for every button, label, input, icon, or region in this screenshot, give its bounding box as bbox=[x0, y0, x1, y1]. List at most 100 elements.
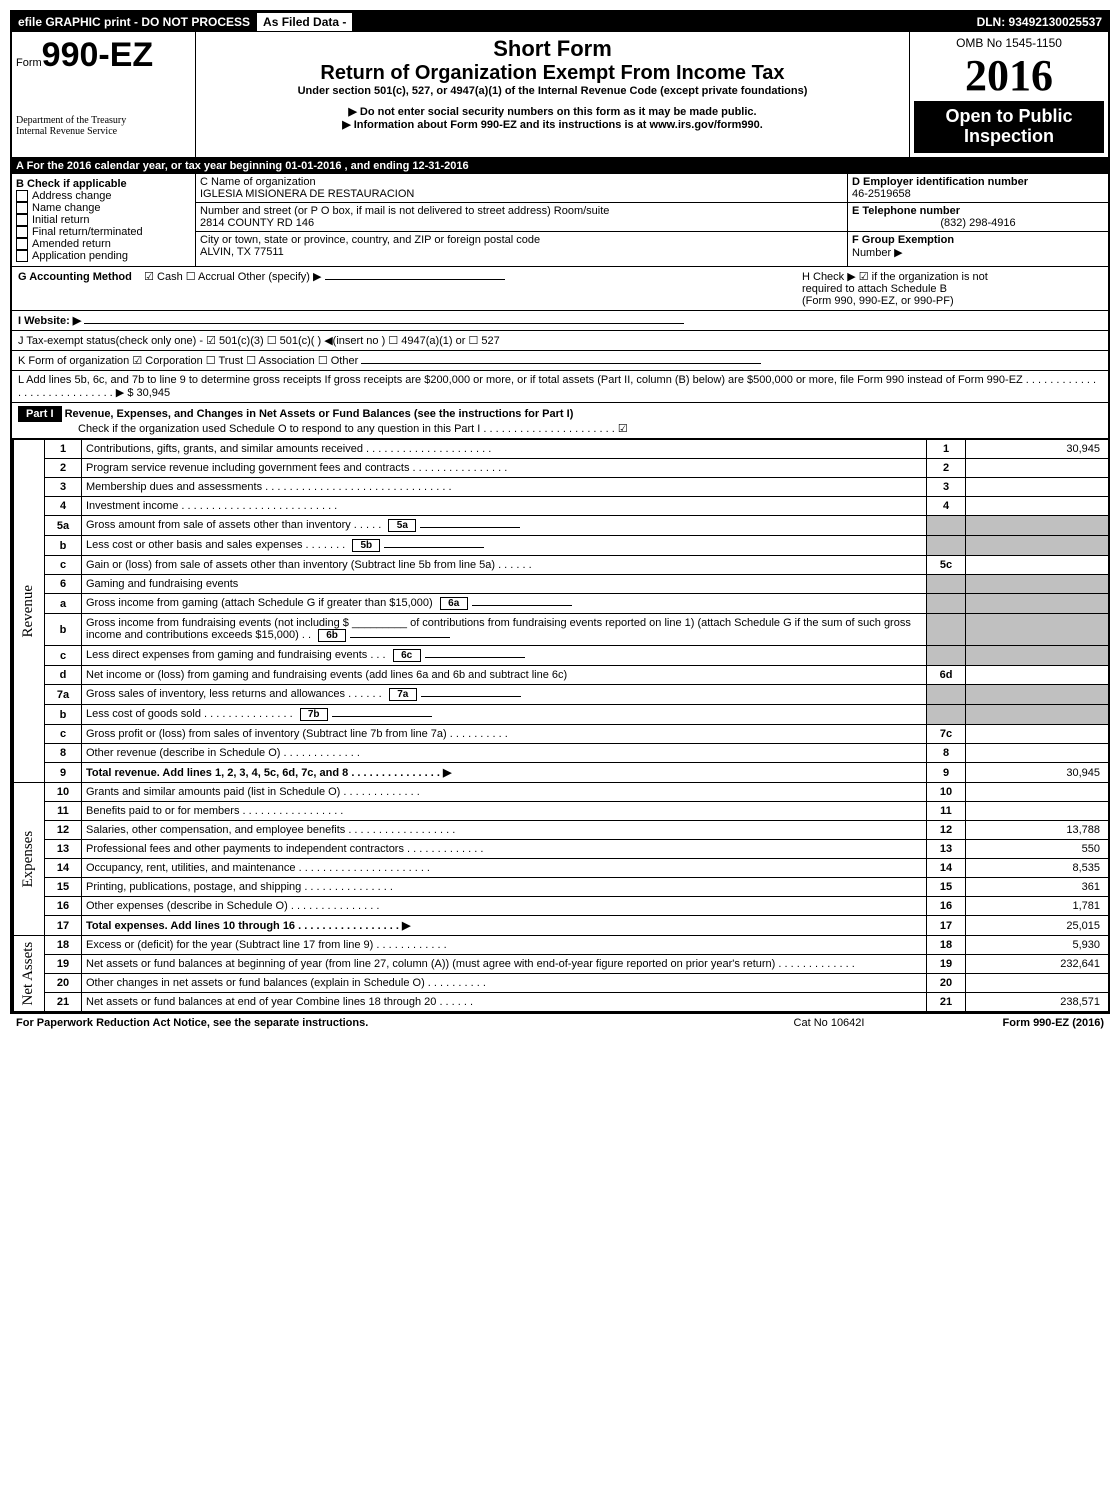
line-number: 6 bbox=[45, 575, 82, 594]
table-row: bLess cost or other basis and sales expe… bbox=[13, 536, 1108, 556]
check-amended-return[interactable] bbox=[16, 238, 28, 250]
line-boxnum: 4 bbox=[927, 497, 966, 516]
line-boxnum: 20 bbox=[927, 974, 966, 993]
line-boxnum: 12 bbox=[927, 821, 966, 840]
e-val: (832) 298-4916 bbox=[852, 217, 1104, 229]
line-number: 5a bbox=[45, 516, 82, 536]
d-val: 46-2519658 bbox=[852, 188, 1104, 200]
return-title: Return of Organization Exempt From Incom… bbox=[200, 62, 905, 85]
line-boxnum bbox=[927, 614, 966, 646]
f-label: F Group Exemption bbox=[852, 234, 954, 246]
line-number: 13 bbox=[45, 840, 82, 859]
b-item-4: Amended return bbox=[32, 238, 111, 250]
col-b: B Check if applicable Address change Nam… bbox=[12, 174, 196, 267]
line-boxnum bbox=[927, 594, 966, 614]
line-desc: Gross amount from sale of assets other t… bbox=[82, 516, 927, 536]
line-desc: Net assets or fund balances at beginning… bbox=[82, 955, 927, 974]
line-boxnum bbox=[927, 575, 966, 594]
line-desc: Other revenue (describe in Schedule O) .… bbox=[82, 744, 927, 763]
line-number: 19 bbox=[45, 955, 82, 974]
part1-header: Part I bbox=[18, 406, 62, 422]
footer-row: For Paperwork Reduction Act Notice, see … bbox=[10, 1013, 1110, 1032]
line-boxnum: 2 bbox=[927, 459, 966, 478]
table-row: Expenses10Grants and similar amounts pai… bbox=[13, 783, 1108, 802]
line-amount bbox=[966, 666, 1109, 685]
header-row: Form990-EZ Department of the Treasury In… bbox=[12, 32, 1108, 158]
line-desc: Total expenses. Add lines 10 through 16 … bbox=[82, 916, 927, 936]
check-name-change[interactable] bbox=[16, 202, 28, 214]
line-desc: Excess or (deficit) for the year (Subtra… bbox=[82, 936, 927, 955]
line-boxnum: 16 bbox=[927, 897, 966, 916]
line-desc: Less direct expenses from gaming and fun… bbox=[82, 646, 927, 666]
line-boxnum: 3 bbox=[927, 478, 966, 497]
line-boxnum: 8 bbox=[927, 744, 966, 763]
line-boxnum: 21 bbox=[927, 993, 966, 1012]
f-val: Number ▶ bbox=[852, 247, 903, 259]
table-row: 5aGross amount from sale of assets other… bbox=[13, 516, 1108, 536]
line-amount bbox=[966, 497, 1109, 516]
footer-left: For Paperwork Reduction Act Notice, see … bbox=[16, 1017, 754, 1029]
under-section: Under section 501(c), 527, or 4947(a)(1)… bbox=[200, 85, 905, 97]
line-boxnum bbox=[927, 685, 966, 705]
line-boxnum: 14 bbox=[927, 859, 966, 878]
line-desc: Gain or (loss) from sale of assets other… bbox=[82, 556, 927, 575]
line-desc: Net income or (loss) from gaming and fun… bbox=[82, 666, 927, 685]
side-label: Revenue bbox=[13, 440, 45, 783]
line-number: 14 bbox=[45, 859, 82, 878]
check-final-return[interactable] bbox=[16, 226, 28, 238]
line-amount bbox=[966, 783, 1109, 802]
g-label: G Accounting Method bbox=[18, 271, 132, 283]
line-number: a bbox=[45, 594, 82, 614]
c-name: IGLESIA MISIONERA DE RESTAURACION bbox=[200, 188, 843, 200]
form-container: efile GRAPHIC print - DO NOT PROCESS As … bbox=[10, 10, 1110, 1013]
line-desc: Total revenue. Add lines 1, 2, 3, 4, 5c,… bbox=[82, 763, 927, 783]
info-block: B Check if applicable Address change Nam… bbox=[12, 174, 1108, 268]
line-boxnum: 19 bbox=[927, 955, 966, 974]
short-form-title: Short Form bbox=[200, 36, 905, 62]
line-number: 7a bbox=[45, 685, 82, 705]
line-desc: Gross profit or (loss) from sales of inv… bbox=[82, 725, 927, 744]
check-initial-return[interactable] bbox=[16, 214, 28, 226]
line-desc: Gross income from fundraising events (no… bbox=[82, 614, 927, 646]
line-desc: Less cost of goods sold . . . . . . . . … bbox=[82, 705, 927, 725]
side-label: Net Assets bbox=[13, 936, 45, 1012]
line-boxnum: 18 bbox=[927, 936, 966, 955]
check-address-change[interactable] bbox=[16, 190, 28, 202]
line-number: c bbox=[45, 556, 82, 575]
line-amount bbox=[966, 594, 1109, 614]
table-row: 20Other changes in net assets or fund ba… bbox=[13, 974, 1108, 993]
line-amount bbox=[966, 614, 1109, 646]
line-number: 4 bbox=[45, 497, 82, 516]
line-number: 16 bbox=[45, 897, 82, 916]
line-g-h: G Accounting Method ☑ Cash ☐ Accrual Oth… bbox=[12, 267, 1108, 311]
table-row: 19Net assets or fund balances at beginni… bbox=[13, 955, 1108, 974]
table-row: 13Professional fees and other payments t… bbox=[13, 840, 1108, 859]
line-amount: 8,535 bbox=[966, 859, 1109, 878]
line-number: c bbox=[45, 646, 82, 666]
b-item-2: Initial return bbox=[32, 214, 89, 226]
table-row: 16Other expenses (describe in Schedule O… bbox=[13, 897, 1108, 916]
check-application-pending[interactable] bbox=[16, 250, 28, 262]
d-label: D Employer identification number bbox=[852, 176, 1104, 188]
table-row: 2Program service revenue including gover… bbox=[13, 459, 1108, 478]
line-amount: 30,945 bbox=[966, 440, 1109, 459]
dept-line1: Department of the Treasury bbox=[16, 115, 191, 126]
topbar: efile GRAPHIC print - DO NOT PROCESS As … bbox=[12, 12, 1108, 32]
line-number: b bbox=[45, 536, 82, 556]
line-amount bbox=[966, 685, 1109, 705]
line-boxnum: 9 bbox=[927, 763, 966, 783]
line-desc: Professional fees and other payments to … bbox=[82, 840, 927, 859]
e-label: E Telephone number bbox=[852, 205, 1104, 217]
line-number: 3 bbox=[45, 478, 82, 497]
line-number: 9 bbox=[45, 763, 82, 783]
header-left: Form990-EZ Department of the Treasury In… bbox=[12, 32, 196, 157]
line-number: 2 bbox=[45, 459, 82, 478]
side-label: Expenses bbox=[13, 783, 45, 936]
table-row: cGross profit or (loss) from sales of in… bbox=[13, 725, 1108, 744]
table-row: dNet income or (loss) from gaming and fu… bbox=[13, 666, 1108, 685]
line-number: 20 bbox=[45, 974, 82, 993]
line-boxnum: 5c bbox=[927, 556, 966, 575]
line-boxnum bbox=[927, 536, 966, 556]
line-amount bbox=[966, 478, 1109, 497]
b-item-0: Address change bbox=[32, 190, 112, 202]
